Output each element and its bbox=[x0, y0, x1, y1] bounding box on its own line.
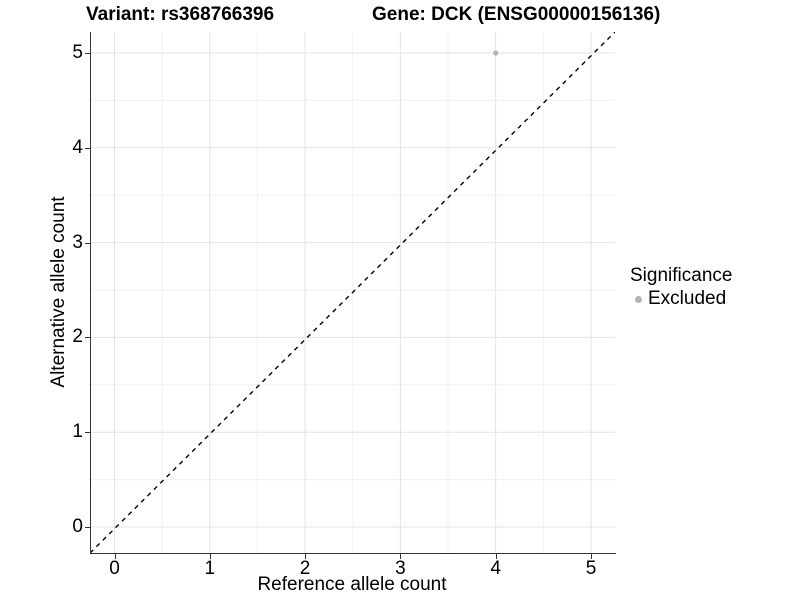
legend-key bbox=[630, 289, 646, 309]
y-axis-title: Alternative allele count bbox=[48, 196, 69, 388]
x-tick-mark bbox=[495, 554, 497, 559]
x-tick-label: 0 bbox=[109, 558, 120, 579]
y-tick-label: 3 bbox=[72, 231, 83, 253]
y-tick-mark bbox=[85, 337, 90, 339]
y-tick-mark bbox=[85, 432, 90, 434]
legend-item-excluded: Excluded bbox=[630, 288, 732, 310]
y-tick-label: 4 bbox=[72, 136, 83, 158]
x-axis-title: Reference allele count bbox=[257, 574, 447, 595]
legend: Significance Excluded bbox=[630, 265, 732, 310]
y-tick-label: 2 bbox=[72, 326, 83, 348]
y-tick-label: 0 bbox=[72, 516, 83, 537]
x-tick-label: 5 bbox=[585, 558, 597, 579]
identity-line bbox=[90, 32, 615, 553]
x-tick-mark bbox=[400, 554, 402, 559]
plot-area-svg bbox=[90, 32, 615, 553]
y-tick-label: 5 bbox=[72, 42, 83, 63]
y-tick-mark bbox=[85, 53, 90, 54]
x-tick-mark bbox=[209, 554, 211, 559]
x-axis-line bbox=[90, 553, 616, 554]
legend-item-label: Excluded bbox=[648, 288, 727, 309]
x-tick-label: 3 bbox=[395, 558, 406, 579]
x-tick-mark bbox=[591, 554, 592, 559]
y-tick-label: 1 bbox=[72, 421, 83, 443]
y-tick-mark bbox=[85, 527, 90, 528]
x-tick-mark bbox=[305, 554, 307, 559]
y-tick-mark bbox=[85, 147, 90, 149]
y-tick-mark bbox=[85, 242, 90, 244]
plot-title-gene: Gene: DCK (ENSG00000156136) bbox=[372, 4, 661, 25]
data-point bbox=[493, 50, 499, 56]
y-axis-line bbox=[90, 32, 91, 554]
plot-title-variant: Variant: rs368766396 bbox=[86, 4, 275, 25]
x-tick-label: 2 bbox=[299, 558, 311, 579]
x-tick-label: 4 bbox=[490, 558, 501, 579]
x-tick-label: 1 bbox=[204, 558, 216, 579]
x-tick-mark bbox=[114, 554, 116, 559]
plot-panel bbox=[90, 32, 615, 553]
excluded-point-icon bbox=[634, 295, 642, 303]
legend-title: Significance bbox=[630, 265, 733, 286]
